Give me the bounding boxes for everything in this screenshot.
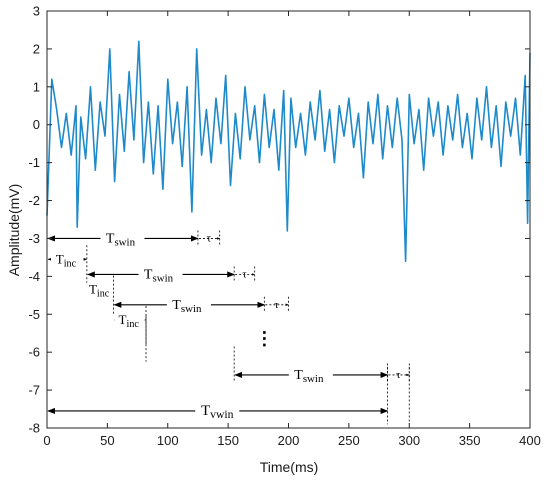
swin-label-3: Tswin <box>294 368 324 385</box>
ellipsis-mark: ⋮ <box>255 329 273 349</box>
x-tick-label: 150 <box>217 433 239 448</box>
y-tick-label: 1 <box>33 79 40 94</box>
y-tick-label: 3 <box>33 4 40 19</box>
x-tick-label: 350 <box>459 433 481 448</box>
y-tick-label: 0 <box>33 117 40 132</box>
swin-label-0: Tswin <box>106 231 136 248</box>
x-tick-label: 400 <box>519 433 541 448</box>
signal-line-0 <box>46 40 531 263</box>
inc-label-bg-1 <box>85 282 116 297</box>
y-tick-label: -1 <box>28 155 40 170</box>
y-tick-label: -5 <box>28 307 40 322</box>
y-tick-label: -7 <box>28 383 40 398</box>
inc-label-bg-2 <box>114 312 145 327</box>
y-tick-label: -8 <box>28 421 40 436</box>
y-tick-label: -6 <box>28 345 40 360</box>
y-tick-label: -4 <box>28 269 40 284</box>
plot-area <box>46 40 531 263</box>
y-tick-label: -2 <box>28 193 40 208</box>
inc-label-0: Tinc <box>56 251 77 269</box>
tau-label-2: τ <box>274 299 279 311</box>
annotations: Tswin τ Tswin τ Tswin τ Tswin τ Tinc Tinc Tinc ⋮ Tvw… <box>47 230 410 425</box>
swin-label-bg-3 <box>288 367 333 382</box>
x-axis-label: Time(ms) <box>260 459 319 475</box>
tau-label-1: τ <box>242 268 247 280</box>
tau-label-3: τ <box>396 369 401 381</box>
x-tick-label: 50 <box>100 433 114 448</box>
x-tick-label: 0 <box>43 433 50 448</box>
swin-label-1: Tswin <box>144 267 174 284</box>
vwin-label-bg <box>195 401 240 418</box>
axes: 0 50 100 150 200 250 300 350 400 3 2 1 0 -1 -2 -3 -4 -5 -6… <box>28 4 540 449</box>
axes-box <box>46 10 531 429</box>
x-tick-label: 200 <box>278 433 300 448</box>
swin-label-bg-0 <box>100 231 145 246</box>
y-tick-label: 2 <box>33 41 40 56</box>
x-tick-label: 250 <box>338 433 360 448</box>
y-tick-label: -3 <box>28 231 40 246</box>
swin-label-2: Tswin <box>172 298 202 315</box>
tau-label-0: τ <box>207 232 212 244</box>
x-tick-label: 300 <box>398 433 420 448</box>
vwin-label: Tvwin <box>201 403 234 421</box>
inc-label-2: Tinc <box>119 312 140 330</box>
swin-label-bg-1 <box>138 267 183 282</box>
swin-label-bg-2 <box>166 297 211 312</box>
y-axis-label: Amplitude(mV) <box>6 184 22 277</box>
inc-label-bg-0 <box>51 252 82 267</box>
x-tick-label: 100 <box>157 433 179 448</box>
inc-label-1: Tinc <box>89 282 110 300</box>
